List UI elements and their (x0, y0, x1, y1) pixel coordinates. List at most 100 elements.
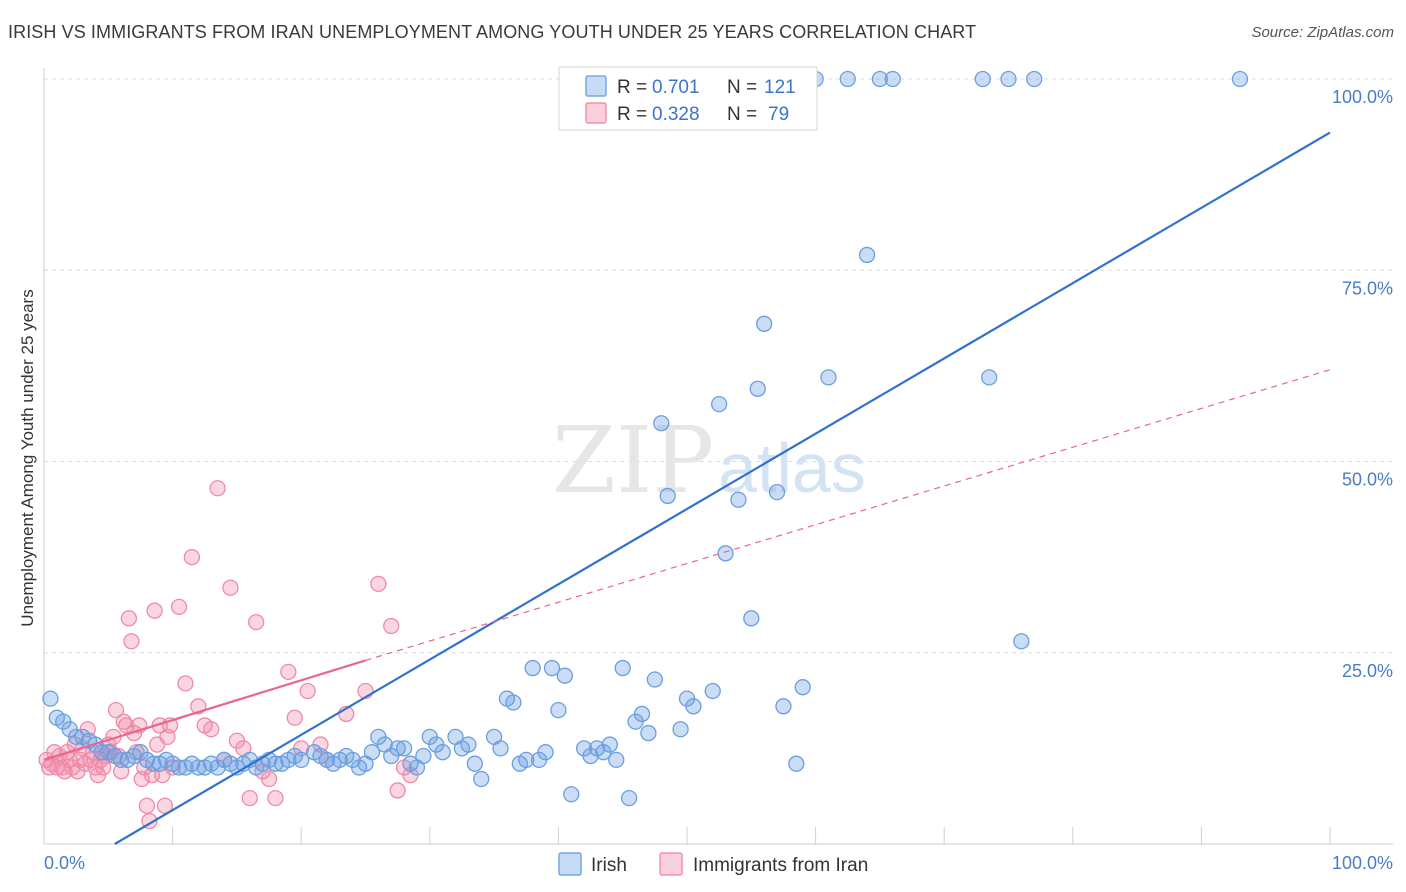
irish-point-85 (614, 659, 631, 677)
irish-point-95 (685, 698, 702, 715)
x-tick-labels: 0.0% 100.0% (44, 853, 1393, 873)
iran-trend-line (43, 659, 366, 761)
irish-point-77 (556, 667, 573, 684)
iran-point-69 (299, 682, 316, 700)
irish-point-111 (839, 70, 856, 88)
irish-point-99 (717, 545, 734, 562)
watermark: ZIP atlas (552, 407, 866, 514)
irish-point-107 (788, 755, 805, 772)
irish-point-118 (1026, 70, 1043, 88)
irish-point-113 (871, 70, 889, 88)
irish-point-114 (884, 70, 901, 88)
irish-point-23 (190, 759, 207, 776)
trend-lines (43, 131, 1331, 845)
iran-point-39 (138, 797, 156, 814)
y-tick-label-3: 100.0% (1332, 87, 1393, 107)
irish-point-49 (363, 744, 381, 761)
gridlines (44, 78, 1393, 654)
irish-point-103 (756, 315, 773, 332)
irish-point-104 (768, 483, 786, 501)
iran-point-52 (183, 548, 201, 566)
legend: R = 0.701 N = 121 R = 0.328 N = 79 (558, 66, 818, 131)
irish-point-11 (113, 751, 130, 768)
irish-point-35 (267, 755, 284, 772)
iran-point-64 (260, 770, 278, 788)
chart-title: IRISH VS IMMIGRANTS FROM IRAN UNEMPLOYME… (8, 22, 977, 42)
irish-point-63 (460, 736, 477, 753)
iran-points (38, 480, 419, 830)
iran-point-27 (107, 701, 125, 719)
legend-irish-swatch (585, 75, 607, 97)
irish-point-64 (466, 755, 483, 772)
irish-point-71 (518, 751, 535, 768)
iran-point-74 (370, 575, 387, 593)
iran-point-42 (146, 602, 163, 619)
bottom-legend-irish-label: Irish (591, 855, 627, 876)
irish-point-75 (543, 659, 561, 677)
irish-point-0 (42, 690, 59, 707)
irish-point-69 (505, 694, 522, 711)
irish-trend-line (114, 131, 1331, 845)
irish-point-102 (749, 380, 766, 397)
iran-point-51 (177, 675, 194, 692)
irish-point-65 (473, 770, 490, 788)
irish-point-88 (633, 705, 651, 723)
iran-point-61 (241, 789, 258, 807)
iran-point-62 (248, 614, 265, 631)
iran-point-65 (267, 789, 284, 807)
irish-point-72 (524, 659, 541, 677)
x-tick-label-min: 0.0% (44, 853, 85, 873)
legend-irish-r-value: 0.701 (652, 77, 700, 98)
irish-point-76 (550, 701, 567, 719)
iran-point-32 (120, 610, 138, 627)
irish-point-84 (608, 751, 625, 768)
irish-point-54 (395, 740, 413, 757)
iran-trend-line-extension (365, 369, 1331, 661)
y-tick-label-0: 25.0% (1342, 661, 1393, 681)
irish-point-20 (170, 759, 188, 776)
irish-point-116 (1000, 70, 1017, 88)
irish-point-83 (601, 736, 618, 753)
irish-point-67 (492, 740, 509, 757)
irish-point-105 (775, 698, 792, 715)
iran-point-76 (389, 782, 406, 799)
watermark-zip: ZIP (552, 407, 714, 514)
irish-point-112 (858, 246, 876, 264)
legend-iran-swatch (585, 102, 607, 124)
bottom-legend: Irish Immigrants from Iran (558, 852, 868, 876)
iran-point-50 (170, 598, 188, 615)
irish-point-108 (794, 679, 811, 696)
legend-iran-r-label: R = (617, 104, 647, 125)
irish-point-90 (646, 671, 663, 688)
irish-point-60 (434, 744, 451, 761)
legend-iran-r-value: 0.328 (652, 104, 700, 125)
legend-irish-r-label: R = (617, 77, 647, 98)
irish-points (42, 70, 1249, 807)
iran-point-55 (203, 721, 220, 738)
x-tick-label-max: 100.0% (1332, 853, 1393, 873)
irish-point-74 (537, 744, 554, 761)
iran-point-75 (383, 617, 400, 635)
legend-irish-n-label: N = (727, 77, 757, 98)
bottom-legend-irish-swatch (558, 852, 582, 876)
irish-point-97 (704, 682, 721, 700)
irish-point-39 (293, 751, 310, 768)
irish-point-16 (145, 755, 162, 772)
iran-point-66 (280, 663, 297, 681)
irish-point-92 (659, 487, 676, 505)
iran-point-46 (156, 797, 174, 814)
y-tick-labels: 25.0% 50.0% 75.0% 100.0% (1332, 87, 1393, 681)
source-label: Source: ZipAtlas.com (1251, 24, 1394, 41)
irish-point-101 (743, 610, 760, 627)
bottom-legend-iran-swatch (659, 852, 683, 876)
irish-point-93 (672, 721, 689, 738)
y-tick-label-1: 50.0% (1342, 470, 1393, 490)
irish-point-57 (415, 747, 432, 765)
y-tick-label-2: 75.0% (1342, 278, 1393, 298)
irish-point-117 (981, 369, 998, 386)
irish-point-110 (820, 369, 837, 386)
irish-point-119 (1231, 70, 1249, 88)
irish-point-89 (640, 724, 657, 742)
irish-point-78 (563, 786, 580, 803)
irish-point-53 (389, 740, 406, 757)
